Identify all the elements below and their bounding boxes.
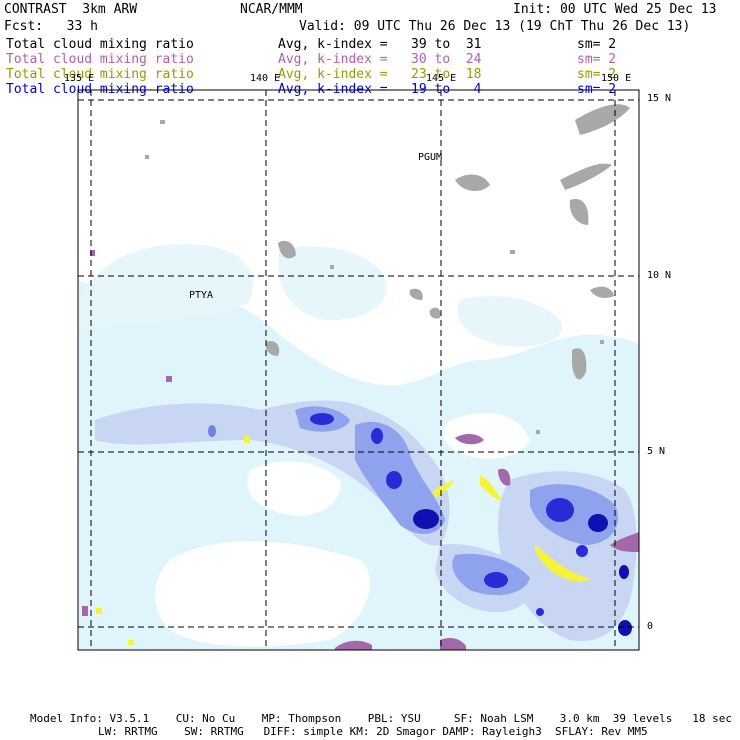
- purple-patch: [90, 250, 95, 256]
- deep-cell: [310, 413, 334, 425]
- model-title: CONTRAST 3km ARW: [4, 2, 138, 17]
- yellow-streak: [480, 475, 502, 501]
- field-stat-3: Avg, k-index = 23 to 18: [278, 67, 482, 82]
- lat-label-5n: 5 N: [647, 446, 666, 457]
- yellow-streak: [534, 545, 590, 582]
- field-stat-2: Avg, k-index = 30 to 24: [278, 52, 482, 67]
- purple-patch: [82, 606, 88, 616]
- init-time: Init: 00 UTC Wed 25 Dec 13: [513, 2, 717, 17]
- lat-label-0: 0: [647, 621, 654, 632]
- purple-patch: [440, 638, 466, 650]
- field-name-2: Total cloud mixing ratio: [6, 52, 194, 67]
- forecast-hour: Fcst: 33 h: [4, 19, 98, 34]
- lon-label-145: 145 E: [426, 73, 457, 84]
- deep-cell: [588, 514, 608, 532]
- gray-cloud-group: [145, 104, 630, 434]
- field-stat-1: Avg, k-index = 39 to 31: [278, 37, 482, 52]
- station-ptya: PTYA: [189, 290, 214, 301]
- field-name-3: Total cloud mixing ratio: [6, 67, 194, 82]
- deep-cell: [208, 425, 216, 437]
- yellow-spot: [96, 608, 102, 614]
- clear-area-east: [443, 412, 530, 459]
- yellow-streak: [432, 480, 454, 498]
- lon-label-150: 150 E: [601, 73, 632, 84]
- light-cloud-north: [78, 244, 253, 330]
- map-fields: [78, 104, 639, 650]
- purple-patch: [335, 640, 372, 650]
- model-info-line1: Model Info: V3.5.1 CU: No Cu MP: Thompso…: [30, 712, 732, 725]
- deep-cell: [386, 471, 402, 489]
- lon-label-140: 140 E: [250, 73, 281, 84]
- deep-cell: [576, 545, 588, 557]
- deep-cell: [371, 428, 383, 444]
- field-sm-2: sm= 2: [577, 52, 617, 67]
- yellow-spot: [244, 435, 250, 443]
- field-sm-1: sm= 2: [577, 37, 617, 52]
- model-info-line2: LW: RRTMG SW: RRTMG DIFF: simple KM: 2D …: [98, 725, 648, 738]
- purple-patch: [498, 468, 511, 486]
- valid-time: Valid: 09 UTC Thu 26 Dec 13 (19 ChT Thu …: [299, 19, 691, 34]
- field-sm-3: sm= 2: [577, 67, 617, 82]
- light-cloud-east: [457, 296, 562, 347]
- field-name-1: Total cloud mixing ratio: [6, 37, 194, 52]
- station-pgum: PGUM: [418, 152, 443, 163]
- purple-patch: [455, 434, 484, 445]
- lon-label-135: 135 E: [64, 73, 95, 84]
- field-sm-4: sm= 2: [577, 82, 617, 97]
- clear-area-south: [155, 541, 370, 647]
- deep-cell: [619, 565, 629, 579]
- deep-cell: [484, 572, 508, 588]
- deep-cell: [536, 608, 544, 616]
- graticule: [78, 90, 639, 650]
- lat-label-10n: 10 N: [647, 270, 672, 281]
- lat-label-15n: 15 N: [647, 93, 672, 104]
- deep-cell: [546, 498, 574, 522]
- map-frame: [77, 89, 640, 651]
- center-name: NCAR/MMM: [240, 2, 303, 17]
- clear-area-mid: [247, 461, 341, 516]
- purple-patch: [610, 532, 639, 552]
- deep-cell: [618, 620, 632, 636]
- light-cloud-streak: [278, 246, 387, 320]
- deep-cell: [413, 509, 439, 529]
- yellow-spot: [128, 640, 134, 645]
- purple-patch: [166, 376, 172, 382]
